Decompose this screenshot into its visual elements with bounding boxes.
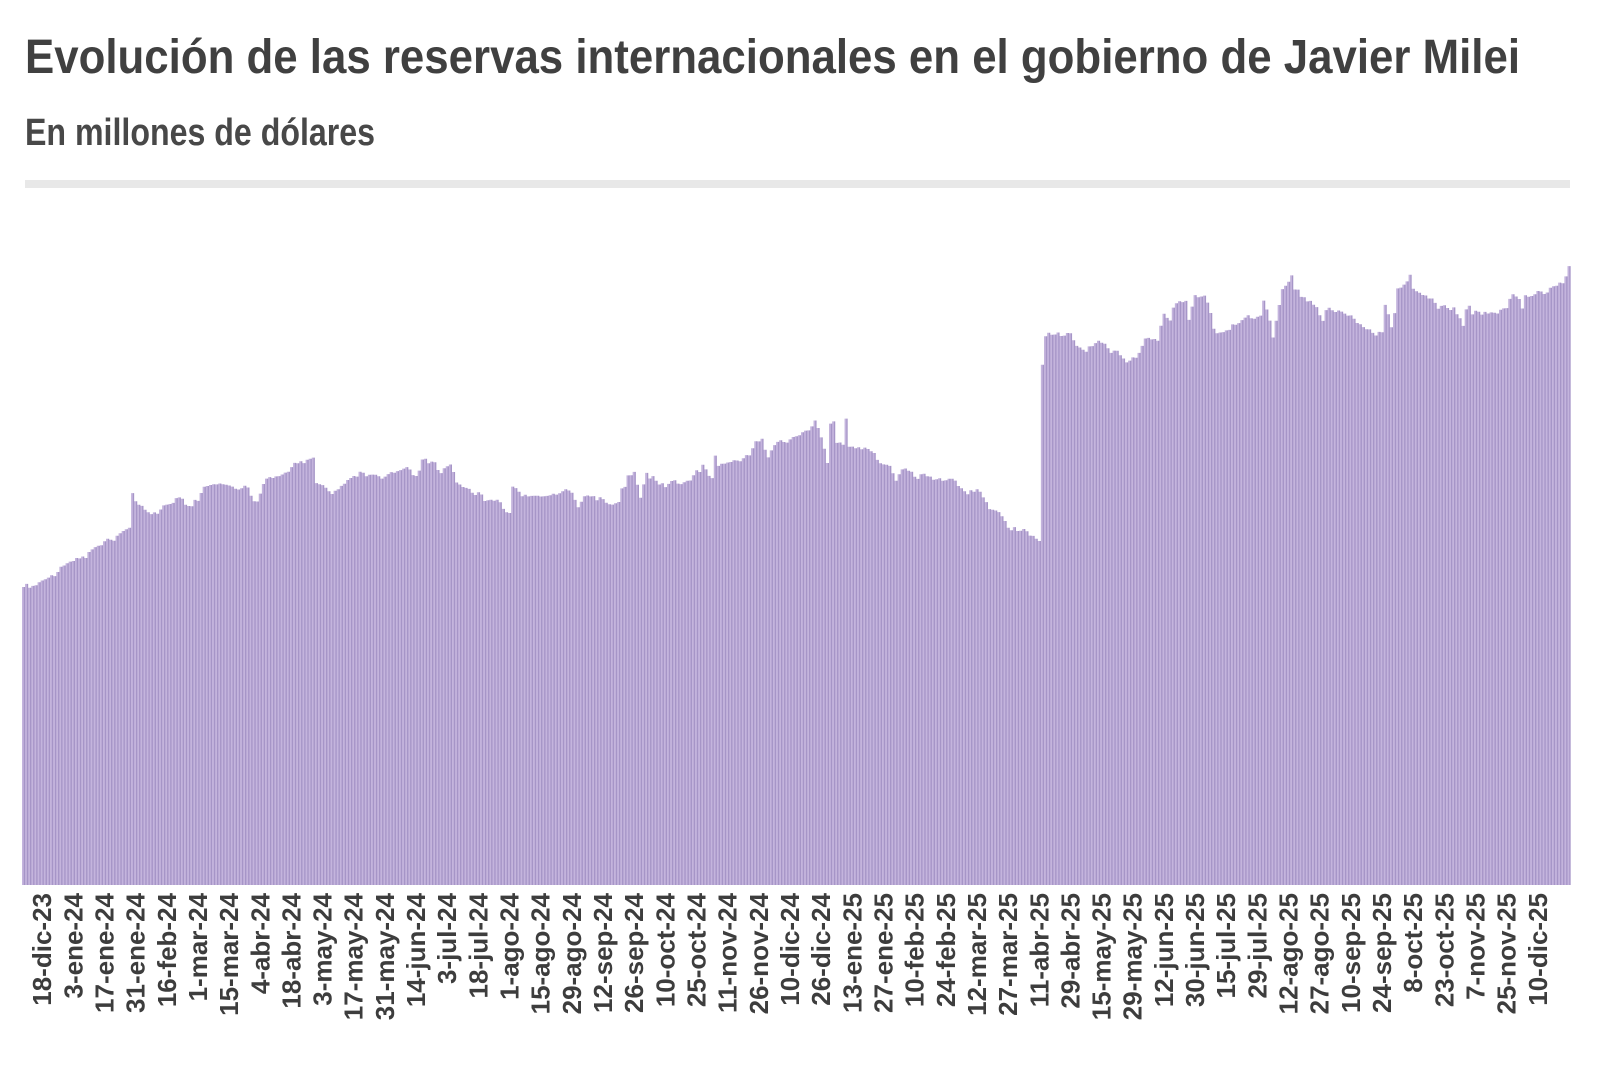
svg-text:7-nov-25: 7-nov-25 [1461, 893, 1491, 1000]
svg-text:25-oct-24: 25-oct-24 [682, 892, 712, 1007]
svg-text:10-dic-25: 10-dic-25 [1523, 893, 1553, 1006]
svg-text:4-abr-24: 4-abr-24 [245, 892, 275, 994]
svg-text:18-abr-24: 18-abr-24 [276, 892, 306, 1008]
svg-text:Evolución de las reservas inte: Evolución de las reservas internacionale… [25, 31, 1520, 84]
svg-text:29-abr-25: 29-abr-25 [1055, 893, 1085, 1009]
svg-text:En millones de dólares: En millones de dólares [25, 112, 375, 154]
svg-text:30-jun-25: 30-jun-25 [1180, 893, 1210, 1007]
svg-text:11-nov-24: 11-nov-24 [713, 892, 743, 1012]
svg-text:15-ago-24: 15-ago-24 [526, 892, 556, 1014]
svg-text:27-ago-25: 27-ago-25 [1305, 893, 1335, 1014]
svg-text:10-dic-24: 10-dic-24 [775, 892, 805, 1005]
svg-text:29-may-25: 29-may-25 [1118, 893, 1148, 1020]
svg-text:17-may-24: 17-may-24 [339, 892, 369, 1020]
svg-text:15-jul-25: 15-jul-25 [1211, 893, 1241, 999]
svg-text:12-ago-25: 12-ago-25 [1274, 893, 1304, 1014]
svg-text:18-dic-23: 18-dic-23 [27, 893, 57, 1006]
svg-text:15-may-25: 15-may-25 [1087, 893, 1117, 1020]
svg-text:12-jun-25: 12-jun-25 [1149, 893, 1179, 1007]
svg-text:29-jul-25: 29-jul-25 [1242, 893, 1272, 999]
svg-text:3-jul-24: 3-jul-24 [432, 892, 462, 984]
svg-text:16-feb-24: 16-feb-24 [152, 892, 182, 1007]
svg-text:1-mar-24: 1-mar-24 [183, 892, 213, 1001]
svg-text:13-ene-25: 13-ene-25 [837, 893, 867, 1013]
svg-text:27-mar-25: 27-mar-25 [993, 893, 1023, 1016]
svg-text:31-ene-24: 31-ene-24 [121, 892, 151, 1012]
svg-text:23-oct-25: 23-oct-25 [1429, 893, 1459, 1007]
svg-text:25-nov-25: 25-nov-25 [1492, 893, 1522, 1014]
svg-text:27-ene-25: 27-ene-25 [869, 893, 899, 1013]
svg-text:24-sep-25: 24-sep-25 [1367, 893, 1397, 1013]
svg-text:10-feb-25: 10-feb-25 [900, 893, 930, 1007]
svg-text:18-jul-24: 18-jul-24 [463, 892, 493, 998]
svg-text:11-abr-25: 11-abr-25 [1024, 893, 1054, 1007]
svg-text:26-dic-24: 26-dic-24 [806, 892, 836, 1005]
svg-text:1-ago-24: 1-ago-24 [495, 892, 525, 999]
svg-text:8-oct-25: 8-oct-25 [1398, 893, 1428, 993]
svg-text:3-may-24: 3-may-24 [308, 892, 338, 1005]
svg-text:26-sep-24: 26-sep-24 [619, 892, 649, 1012]
svg-text:31-may-24: 31-may-24 [370, 892, 400, 1020]
svg-text:15-mar-24: 15-mar-24 [214, 892, 244, 1015]
svg-text:10-oct-24: 10-oct-24 [650, 892, 680, 1007]
svg-text:10-sep-25: 10-sep-25 [1336, 893, 1366, 1013]
svg-text:24-feb-25: 24-feb-25 [931, 893, 961, 1007]
svg-text:29-ago-24: 29-ago-24 [557, 892, 587, 1014]
svg-text:26-nov-24: 26-nov-24 [744, 892, 774, 1014]
svg-text:12-sep-24: 12-sep-24 [588, 892, 618, 1012]
svg-text:14-jun-24: 14-jun-24 [401, 892, 431, 1007]
svg-text:17-ene-24: 17-ene-24 [90, 892, 120, 1012]
svg-text:12-mar-25: 12-mar-25 [962, 893, 992, 1016]
svg-text:3-ene-24: 3-ene-24 [58, 892, 88, 998]
